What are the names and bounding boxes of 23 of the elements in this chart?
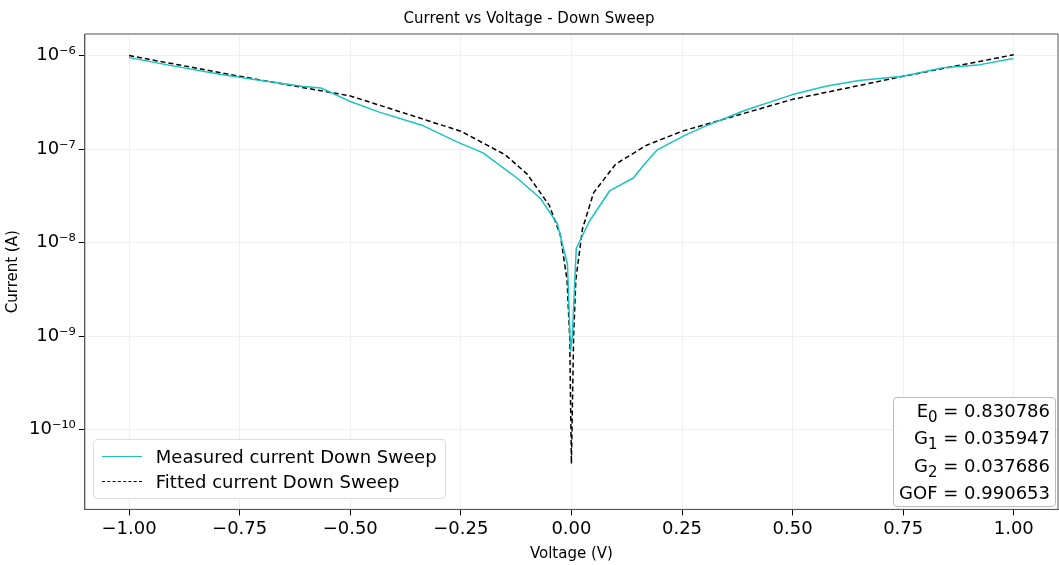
x-tick-label: 0.50 <box>772 516 813 538</box>
annotation: GOF = 0.990653 <box>899 482 1050 505</box>
annotation: E$_{0}$ = 0.830786 <box>915 399 1050 428</box>
x-tick-label: −0.75 <box>212 516 268 538</box>
y-tick-label: 10⁻⁶ <box>36 43 76 65</box>
x-tick-label: 1.00 <box>993 516 1034 538</box>
x-tick-label: −0.25 <box>433 516 489 538</box>
legend-label: Measured current Down Sweep <box>155 445 437 470</box>
chart-title: Current vs Voltage - Down Sweep <box>403 8 655 27</box>
annotation: G$_{2}$ = 0.037686 <box>913 454 1050 483</box>
y-tick-label: 10⁻¹⁰ <box>28 417 76 439</box>
y-axis-title: Current (A) <box>2 230 21 314</box>
x-tick-label: 0.75 <box>883 516 924 538</box>
x-tick-label: 0.00 <box>551 516 592 538</box>
x-tick-label: 0.25 <box>661 516 703 538</box>
x-tick-label: −0.50 <box>322 516 378 538</box>
y-tick-label: 10⁻⁸ <box>36 230 76 252</box>
y-tick-label: 10⁻⁷ <box>36 136 76 158</box>
x-axis-title: Voltage (V) <box>529 543 613 562</box>
x-tick-label: −1.00 <box>101 516 157 538</box>
annotation: G$_{1}$ = 0.035947 <box>913 427 1050 455</box>
legend-label: Fitted current Down Sweep <box>155 470 400 495</box>
y-tick-label: 10⁻⁹ <box>36 323 76 345</box>
